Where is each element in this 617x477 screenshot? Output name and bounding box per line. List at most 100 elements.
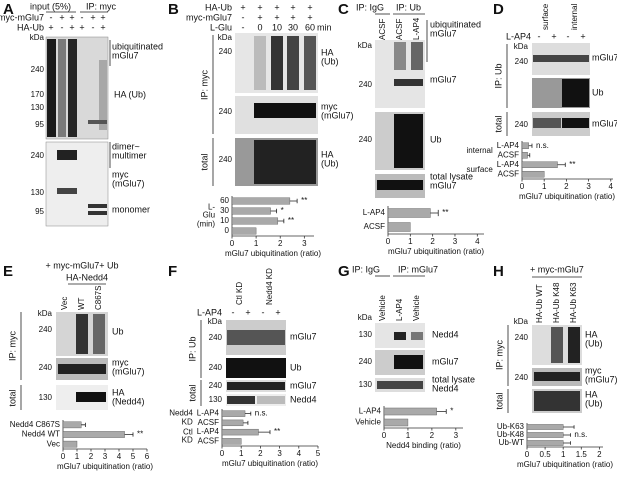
marker-label: kDa (357, 40, 372, 50)
condition-sign: + (275, 307, 281, 318)
category-label: ACSF (198, 436, 219, 445)
band-label: Ub (112, 326, 124, 337)
side-label: total (493, 115, 504, 133)
x-tick-label: 3 (103, 452, 108, 461)
condition-label: HA-Ub (204, 2, 232, 13)
error-bar (563, 441, 571, 445)
category-label: Vec (47, 439, 60, 448)
bar (221, 419, 244, 427)
condition-sign: - (49, 12, 53, 23)
side-label: total (187, 384, 198, 402)
band-label: HA (Nedd4) (112, 387, 145, 407)
x-tick-label: 2 (430, 237, 435, 246)
x-tick-label: 1.5 (576, 450, 588, 459)
x-tick-label: 2 (597, 450, 602, 459)
x-tick-label: 1 (406, 431, 411, 440)
bar (62, 440, 78, 448)
panel-letter: G (338, 263, 350, 281)
x-tick-label: 0 (61, 452, 66, 461)
error-bar (245, 411, 252, 416)
header-label: IP: IgG (352, 264, 381, 275)
header-label: IP: mGlu7 (398, 264, 439, 275)
x-tick-label: 2 (89, 452, 94, 461)
marker-label: 130 (358, 329, 372, 339)
error-bar (243, 420, 249, 425)
error-bar (289, 198, 298, 204)
header-label: IP: Ub (396, 2, 422, 13)
lane-label: Vehicle (377, 295, 387, 321)
lane-label: HA-Ub WT (534, 284, 544, 323)
blot-b (212, 33, 318, 186)
marker-label: 170 (30, 89, 44, 99)
panel-letter: E (3, 263, 14, 281)
condition-sign: + (100, 22, 106, 33)
x-tick-label: 4 (475, 237, 480, 246)
panel-letter: B (168, 1, 179, 19)
condition-sign: + (257, 2, 263, 13)
x-tick-label: 0 (220, 449, 225, 458)
lane-label: HA-Ub K48 (551, 282, 561, 323)
x-axis-label: Nedd4 binding (ratio) (386, 441, 461, 450)
x-tick-label: 0.5 (540, 450, 552, 459)
band-label: Nedd4 (432, 329, 459, 340)
condition-sign: 10 (271, 22, 283, 33)
significance-label: * (281, 206, 284, 215)
marker-label: 95 (35, 119, 44, 129)
bar (221, 438, 242, 445)
band-label: myc (mGlu7) (112, 357, 145, 377)
marker-label: 240 (30, 150, 44, 160)
category-label: L-AP4 (359, 407, 382, 416)
marker-label: 240 (218, 154, 232, 164)
marker-label: 240 (514, 56, 528, 66)
condition-label: HA-Ub (16, 22, 44, 33)
significance-label: ** (569, 160, 575, 169)
band-label: Ub (290, 362, 302, 373)
bar (526, 432, 564, 438)
category-label: 0 (225, 226, 230, 235)
marker-label: kDa (207, 316, 222, 326)
side-label: total (494, 392, 505, 410)
x-tick-label: 0 (520, 182, 525, 191)
x-tick-label: 5 (316, 449, 321, 458)
marker-label: kDa (357, 312, 372, 322)
condition-sign: + (79, 22, 85, 33)
condition-sign: 60 (304, 22, 316, 33)
marker-label: 240 (358, 356, 372, 366)
marker-label: 240 (208, 362, 222, 372)
category-label: L-AP4 (363, 208, 386, 217)
side-label: IP: myc (494, 339, 505, 371)
marker-label: 95 (35, 206, 44, 216)
x-tick-label: 0 (525, 450, 530, 459)
error-bar (277, 218, 285, 224)
band-label: total lysate mGlu7 (430, 171, 474, 191)
group-label: internal (466, 145, 493, 155)
marker-label: kDa (29, 32, 44, 42)
condition-sign: + (245, 307, 251, 318)
y-axis-label: L-Glu (min) (196, 202, 216, 229)
category-label: Ub-K48 (497, 430, 525, 439)
x-axis-label: mGlu7 ubiquitination (ratio) (517, 460, 613, 469)
blot-h (507, 276, 582, 413)
band-label: HA (Ub) (585, 389, 603, 409)
x-tick-label: 6 (145, 452, 150, 461)
bar (521, 142, 529, 149)
marker-label: 240 (38, 362, 52, 372)
panel-letter: H (493, 263, 504, 281)
category-label: ACSF (364, 222, 385, 231)
header-label: IP: IgG (356, 2, 385, 13)
condition-sign: - (60, 22, 64, 33)
error-bar (270, 208, 278, 214)
x-tick-label: 3 (586, 182, 591, 191)
side-label: IP: Ub (493, 63, 504, 89)
band-label: Ub (430, 134, 442, 145)
blot-c (375, 13, 428, 198)
marker-label: 240 (208, 332, 222, 342)
x-tick-label: 3 (453, 237, 458, 246)
condition-sign: + (307, 12, 313, 23)
blot-e (20, 283, 108, 410)
band-label: myc (mGlu7) (585, 365, 617, 385)
condition-label: myc-mGlu7 (0, 12, 44, 23)
condition-sign: - (241, 12, 245, 23)
